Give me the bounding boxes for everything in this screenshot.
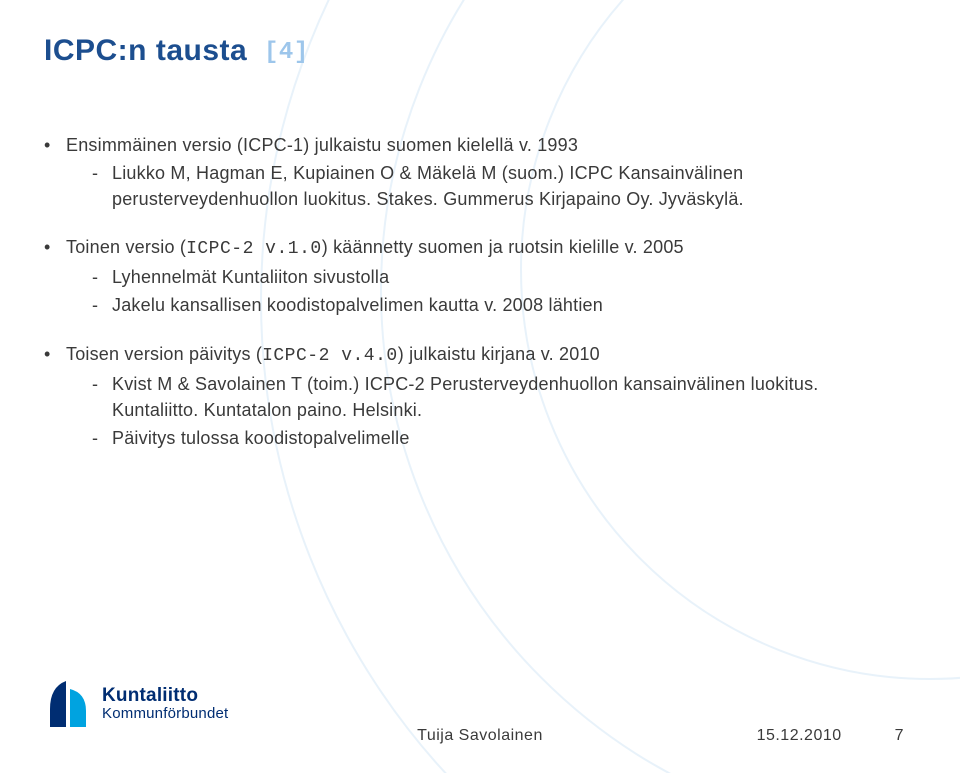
- bullet-3: Toisen version päivitys (ICPC-2 v.4.0) j…: [44, 341, 884, 369]
- bullet-text-prefix: Toinen versio (: [66, 237, 186, 257]
- logo-icon: [44, 679, 90, 729]
- bullet-text-suffix: ) käännetty suomen ja ruotsin kielille v…: [322, 237, 684, 257]
- subbullet-text: Päivitys tulossa koodistopalvelimelle: [112, 428, 410, 448]
- footer-page-number: 7: [895, 727, 904, 744]
- subbullet-text: Kvist M & Savolainen T (toim.) ICPC-2 Pe…: [112, 374, 818, 420]
- bullet-2: Toinen versio (ICPC-2 v.1.0) käännetty s…: [44, 234, 884, 262]
- subbullet: Jakelu kansallisen koodistopalvelimen ka…: [92, 292, 884, 318]
- bullet-text-suffix: ) julkaistu kirjana v. 2010: [398, 344, 600, 364]
- subbullet: Päivitys tulossa koodistopalvelimelle: [92, 425, 884, 451]
- bullet-1: Ensimmäinen versio (ICPC-1) julkaistu su…: [44, 132, 884, 158]
- slide-content: Ensimmäinen versio (ICPC-1) julkaistu su…: [44, 132, 884, 473]
- subbullet-text: Liukko M, Hagman E, Kupiainen O & Mäkelä…: [112, 163, 744, 209]
- logo: Kuntaliitto Kommunförbundet: [44, 679, 228, 729]
- title-main: ICPC:n tausta: [44, 34, 247, 67]
- bullet-text: Ensimmäinen versio (ICPC-1) julkaistu su…: [66, 135, 578, 155]
- footer-right: 15.12.2010 7: [757, 727, 904, 745]
- logo-text-sv: Kommunförbundet: [102, 706, 228, 722]
- logo-text: Kuntaliitto Kommunförbundet: [102, 686, 228, 722]
- bullet-text-mono: ICPC-2 v.1.0: [186, 239, 322, 259]
- logo-text-fi: Kuntaliitto: [102, 686, 228, 706]
- subbullet: Lyhennelmät Kuntaliiton sivustolla: [92, 264, 884, 290]
- subbullet-text: Jakelu kansallisen koodistopalvelimen ka…: [112, 295, 603, 315]
- bullet-text-mono: ICPC-2 v.4.0: [262, 346, 398, 366]
- title-extension: [4]: [264, 39, 309, 66]
- slide: ICPC:n tausta [4] Ensimmäinen versio (IC…: [0, 0, 960, 773]
- bullet-text-prefix: Toisen version päivitys (: [66, 344, 262, 364]
- subbullet: Liukko M, Hagman E, Kupiainen O & Mäkelä…: [92, 160, 884, 212]
- slide-title: ICPC:n tausta [4]: [44, 34, 309, 68]
- subbullet-text: Lyhennelmät Kuntaliiton sivustolla: [112, 267, 389, 287]
- footer-date: 15.12.2010: [757, 727, 842, 744]
- subbullet: Kvist M & Savolainen T (toim.) ICPC-2 Pe…: [92, 371, 884, 423]
